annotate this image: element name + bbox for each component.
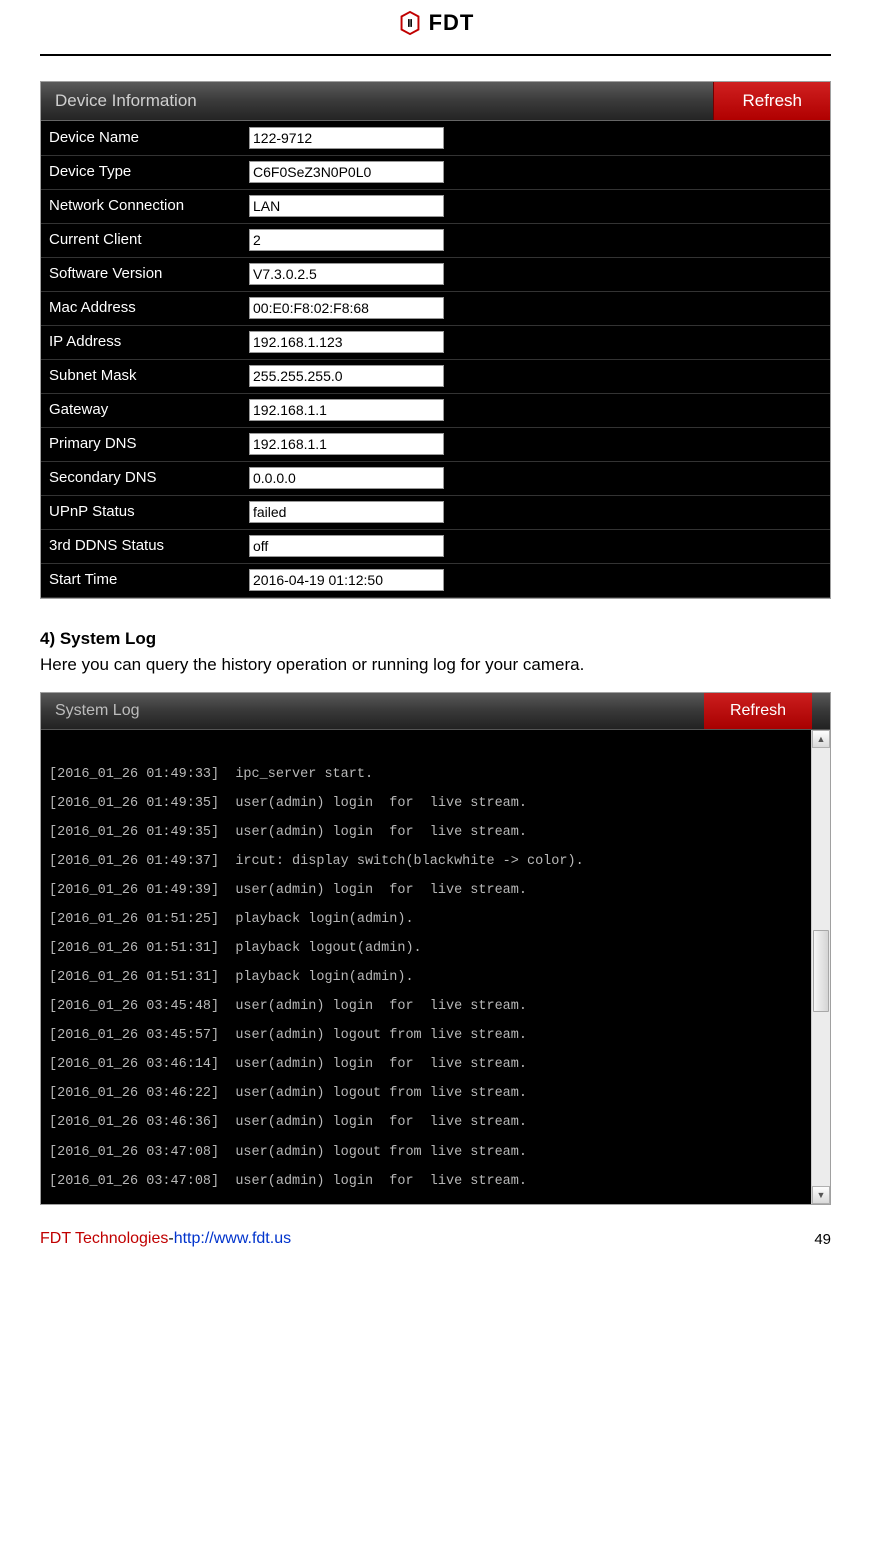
- device-info-label: Device Name: [49, 129, 139, 146]
- device-info-row: Mac Address: [41, 291, 830, 325]
- system-log-header: System Log Refresh: [41, 693, 830, 730]
- device-info-value-input[interactable]: [249, 569, 444, 591]
- footer-page-number: 49: [814, 1231, 831, 1248]
- system-log-body: [2016_01_26 01:49:33] ipc_server start. …: [41, 730, 811, 1203]
- row-spacer: [454, 223, 830, 257]
- device-info-label: Gateway: [49, 401, 108, 418]
- device-info-row: IP Address: [41, 325, 830, 359]
- device-info-value-input[interactable]: [249, 297, 444, 319]
- header-rule: [40, 54, 831, 56]
- system-log-refresh-button[interactable]: Refresh: [704, 693, 812, 729]
- device-info-row: UPnP Status: [41, 495, 830, 529]
- document-header: FDT: [40, 0, 831, 46]
- scroll-thumb[interactable]: [813, 930, 829, 1012]
- device-info-value-input[interactable]: [249, 161, 444, 183]
- device-info-row: Device Type: [41, 155, 830, 189]
- device-info-table: Device Name Device Type Network Connection…: [41, 121, 830, 598]
- device-info-label: Mac Address: [49, 299, 136, 316]
- scroll-track[interactable]: [812, 748, 830, 1185]
- row-spacer: [454, 189, 830, 223]
- device-info-label: IP Address: [49, 333, 121, 350]
- device-info-title: Device Information: [41, 91, 197, 111]
- section-heading: 4) System Log: [40, 629, 831, 649]
- section-description: Here you can query the history operation…: [40, 653, 831, 677]
- footer-url[interactable]: http://www.fdt.us: [174, 1230, 291, 1247]
- row-spacer: [454, 563, 830, 597]
- device-info-label: 3rd DDNS Status: [49, 537, 164, 554]
- footer-left: FDT Technologies-http://www.fdt.us: [40, 1230, 291, 1248]
- fdt-logo-icon: [397, 10, 423, 36]
- device-info-value-input[interactable]: [249, 501, 444, 523]
- device-info-label: Device Type: [49, 163, 131, 180]
- device-info-header: Device Information Refresh: [41, 82, 830, 121]
- row-spacer: [454, 121, 830, 155]
- system-log-scrollbar[interactable]: ▲ ▼: [811, 730, 830, 1203]
- device-info-label: Primary DNS: [49, 435, 137, 452]
- row-spacer: [454, 495, 830, 529]
- device-info-value-input[interactable]: [249, 195, 444, 217]
- device-info-row: Network Connection: [41, 189, 830, 223]
- device-info-row: Subnet Mask: [41, 359, 830, 393]
- device-info-row: Gateway: [41, 393, 830, 427]
- fdt-logo-text: FDT: [429, 10, 475, 36]
- device-info-label: Network Connection: [49, 197, 184, 214]
- device-info-value-input[interactable]: [249, 229, 444, 251]
- device-info-label: Software Version: [49, 265, 162, 282]
- page-footer: FDT Technologies-http://www.fdt.us 49: [40, 1230, 831, 1248]
- device-info-panel: Device Information Refresh Device NameDe…: [40, 81, 831, 599]
- device-info-value-input[interactable]: [249, 535, 444, 557]
- scroll-up-arrow-icon[interactable]: ▲: [812, 730, 830, 748]
- row-spacer: [454, 461, 830, 495]
- device-info-row: Start Time: [41, 563, 830, 597]
- system-log-title: System Log: [41, 702, 139, 720]
- device-info-value-input[interactable]: [249, 263, 444, 285]
- device-info-value-input[interactable]: [249, 331, 444, 353]
- device-info-value-input[interactable]: [249, 467, 444, 489]
- device-info-label: Subnet Mask: [49, 367, 137, 384]
- device-info-row: Software Version: [41, 257, 830, 291]
- device-info-row: 3rd DDNS Status: [41, 529, 830, 563]
- device-info-value-input[interactable]: [249, 399, 444, 421]
- system-log-panel: System Log Refresh [2016_01_26 01:49:33]…: [40, 692, 831, 1204]
- device-info-row: Secondary DNS: [41, 461, 830, 495]
- scroll-down-arrow-icon[interactable]: ▼: [812, 1186, 830, 1204]
- fdt-logo: FDT: [397, 10, 475, 36]
- row-spacer: [454, 427, 830, 461]
- device-info-value-input[interactable]: [249, 433, 444, 455]
- device-info-row: Primary DNS: [41, 427, 830, 461]
- device-info-value-input[interactable]: [249, 127, 444, 149]
- footer-company: FDT Technologies: [40, 1230, 168, 1247]
- device-info-label: Secondary DNS: [49, 469, 157, 486]
- row-spacer: [454, 529, 830, 563]
- row-spacer: [454, 359, 830, 393]
- row-spacer: [454, 325, 830, 359]
- device-info-label: Start Time: [49, 571, 117, 588]
- device-info-row: Device Name: [41, 121, 830, 155]
- device-info-label: UPnP Status: [49, 503, 135, 520]
- device-info-refresh-button[interactable]: Refresh: [713, 82, 830, 120]
- device-info-label: Current Client: [49, 231, 142, 248]
- row-spacer: [454, 155, 830, 189]
- row-spacer: [454, 393, 830, 427]
- device-info-row: Current Client: [41, 223, 830, 257]
- row-spacer: [454, 257, 830, 291]
- row-spacer: [454, 291, 830, 325]
- device-info-value-input[interactable]: [249, 365, 444, 387]
